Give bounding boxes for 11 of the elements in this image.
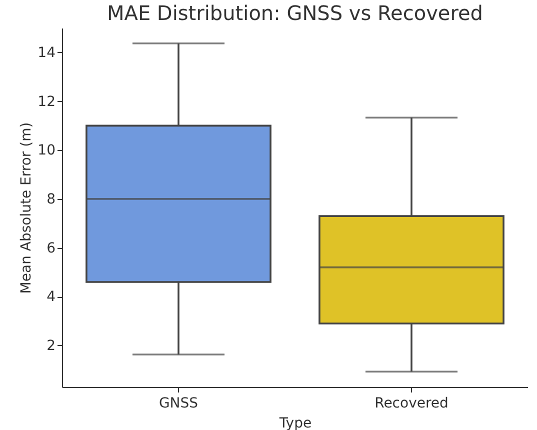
y-tick-label: 8 xyxy=(46,191,56,208)
y-tick-label: 2 xyxy=(46,338,56,354)
x-tick-label: GNSS xyxy=(158,396,198,412)
chart-title: MAE Distribution: GNSS vs Recovered xyxy=(107,1,483,25)
x-tick-label: Recovered xyxy=(374,396,448,412)
y-tick-label: 6 xyxy=(46,240,56,256)
y-tick-label: 14 xyxy=(38,44,56,61)
y-tick-label: 10 xyxy=(38,142,56,159)
y-axis-title: Mean Absolute Error (m) xyxy=(18,122,35,294)
y-tick-label: 12 xyxy=(38,94,56,110)
y-tick-label: 4 xyxy=(46,289,56,306)
